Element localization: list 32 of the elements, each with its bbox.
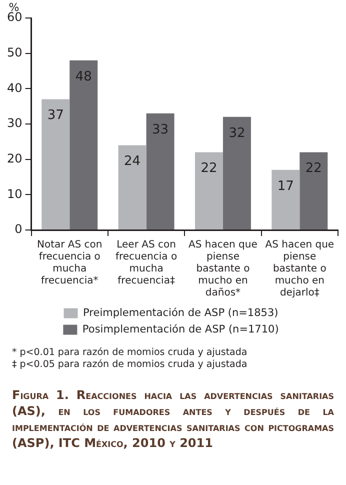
x-tick-label: AS hacen que piense bastante o mucho en dejarlo‡	[265, 240, 334, 299]
y-tick-label: 20	[6, 151, 22, 166]
data-label: 17	[277, 178, 294, 194]
data-label: 48	[75, 69, 92, 84]
text: ‡ p<0.05 para razón de momios cruda y ajustada	[12, 359, 248, 371]
data-label: 37	[47, 108, 64, 124]
text: Figura 1. Reacciones hacia las advertencias sanitarias (AS), en los fumadores antes y después de la implementación de advertencias sanitarias con pictogramas (ASP), ITC México, 2010 y 2011	[12, 387, 334, 451]
data-label: 22	[305, 161, 322, 176]
bar	[300, 152, 328, 230]
bar	[70, 60, 98, 230]
legend-label: Posimplementación de ASP (n=1710)	[82, 323, 279, 336]
bar	[194, 152, 223, 230]
bar	[118, 145, 146, 230]
text: * p<0.01 para razón de momios cruda y ajustada	[12, 347, 248, 359]
y-tick-label: 30	[6, 116, 22, 130]
bar	[42, 99, 70, 230]
x-tick-label: Leer AS con frecuencia o mucha frecuencia‡	[115, 240, 178, 287]
y-tick-label: 10	[6, 186, 22, 201]
x-tick-label: AS hacen que piense bastante o mucho en daños*	[188, 240, 258, 299]
legend-label: Preimplementación de ASP (n=1853)	[83, 306, 278, 319]
data-label: 33	[152, 122, 169, 138]
y-tick-label: 40	[6, 80, 22, 95]
x-tick-label: Notar AS con frecuencia o mucha frecuencia*	[36, 240, 102, 287]
bar	[146, 113, 174, 230]
bar	[272, 170, 300, 230]
data-label: 24	[124, 154, 141, 170]
data-label: 32	[228, 126, 246, 141]
y-tick-label: 50	[6, 45, 22, 60]
data-label: 22	[200, 161, 218, 176]
y-tick-label: 60	[6, 10, 22, 24]
bar	[222, 116, 251, 230]
y-tick-label: 0	[14, 222, 22, 236]
